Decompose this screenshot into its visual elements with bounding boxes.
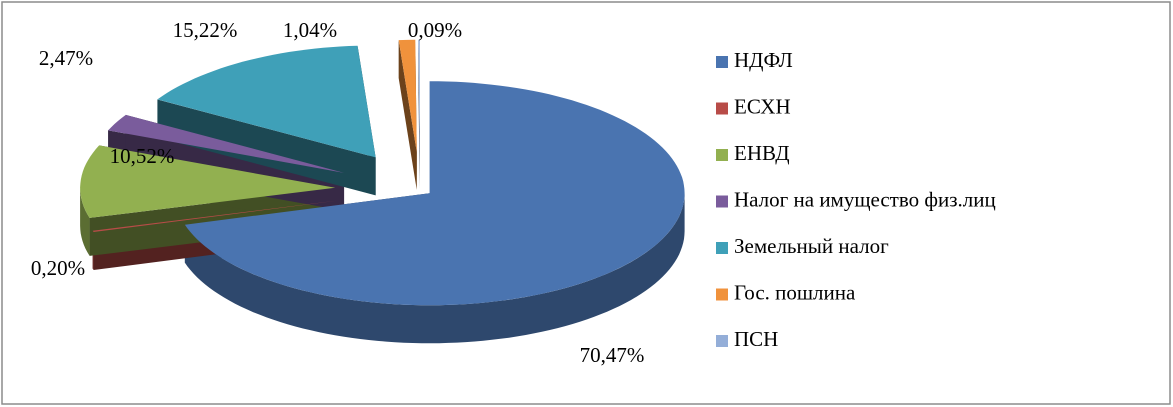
legend-swatch <box>716 288 728 301</box>
legend-swatch <box>716 102 728 115</box>
legend-swatch <box>716 149 728 161</box>
legend: НДФЛ ЕСХН ЕНВД Налог на имущество физ.лиц Зе… <box>716 48 996 351</box>
slice-side <box>418 39 420 190</box>
slice <box>80 145 336 218</box>
slice <box>108 114 345 173</box>
legend-swatch <box>716 56 728 68</box>
slice <box>418 39 420 152</box>
legend-label: ПСН <box>734 327 778 351</box>
legend-swatch <box>716 242 728 254</box>
slice-wall <box>184 193 685 344</box>
legend-swatch <box>716 195 728 208</box>
legend-label: Земельный налог <box>734 234 889 258</box>
data-label: 0,09% <box>408 18 462 42</box>
pie <box>80 39 685 344</box>
data-label: 15,22% <box>173 18 238 42</box>
slice-side <box>398 40 417 190</box>
slice <box>398 39 417 152</box>
labels: 70,47% 0,20% 10,52% 2,47% 15,22% 1,04% 0,09% <box>31 18 645 367</box>
data-label: 70,47% <box>580 343 645 367</box>
legend-label: ЕНВД <box>734 141 790 165</box>
legend-swatch <box>716 335 728 347</box>
legend-label: НДФЛ <box>734 48 793 72</box>
slice <box>184 81 685 306</box>
slice-side <box>157 99 376 196</box>
slice-wall <box>80 187 90 256</box>
data-label: 10,52% <box>110 144 175 168</box>
legend-label: Налог на имущество физ.лиц <box>734 187 996 211</box>
legend-label: ЕСХН <box>734 94 791 118</box>
data-label: 2,47% <box>39 46 93 70</box>
slice <box>92 200 339 232</box>
slice <box>157 45 376 158</box>
data-label: 0,20% <box>31 256 85 280</box>
legend-label: Гос. пошлина <box>734 280 856 304</box>
data-label: 1,04% <box>283 18 337 42</box>
